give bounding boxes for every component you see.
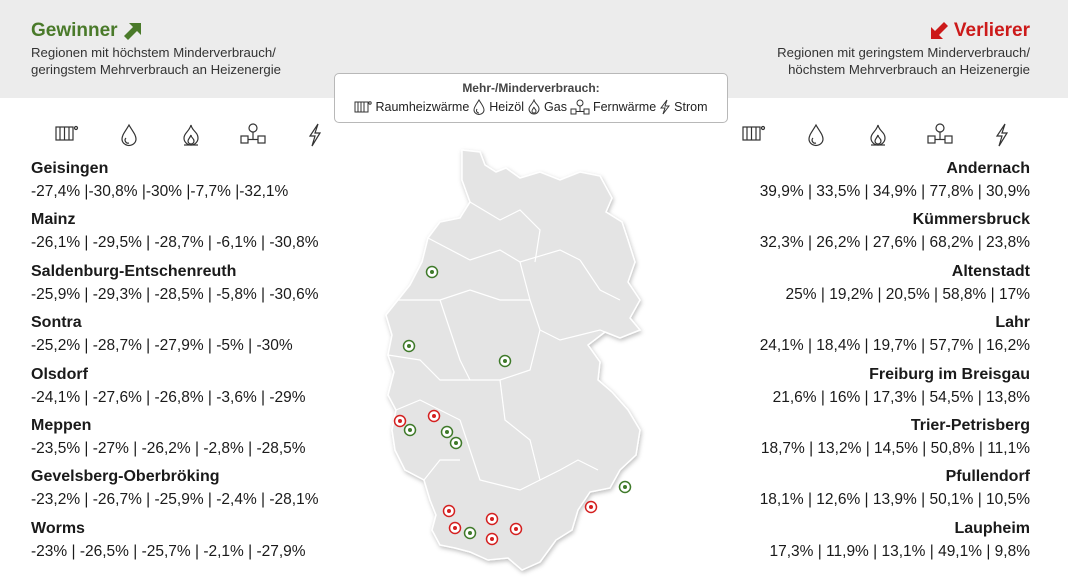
winner-marker bbox=[449, 436, 463, 450]
region-values: -23,2% | -26,7% | -25,9% | -2,4% | -28,1… bbox=[31, 491, 319, 508]
loser-marker bbox=[393, 414, 407, 428]
gas-flame-icon bbox=[183, 124, 199, 146]
region-name: Kümmersbruck bbox=[912, 211, 1030, 228]
list-item: Kümmersbruck 32,3% | 26,2% | 27,6% | 68,2… bbox=[650, 211, 1030, 252]
region-values: 39,9% | 33,5% | 34,9% | 77,8% | 30,9% bbox=[759, 183, 1030, 200]
loser-marker bbox=[584, 500, 598, 514]
region-values: 18,7% | 13,2% | 14,5% | 50,8% | 11,1% bbox=[760, 440, 1030, 457]
icons-row-losers bbox=[723, 123, 1033, 147]
region-name: Meppen bbox=[31, 417, 92, 434]
arrow-down-left-icon bbox=[930, 21, 948, 39]
legend-title: Mehr-/Minderverbrauch: bbox=[462, 81, 600, 95]
legend-label-heizoel: Heizöl bbox=[489, 100, 525, 114]
legend-items: Raumheizwärme Heizöl Gas Fernwärme Strom bbox=[335, 99, 727, 115]
icons-row-winners bbox=[36, 123, 346, 147]
region-name: Saldenburg-Entschenreuth bbox=[31, 263, 237, 280]
oil-drop-icon bbox=[473, 99, 485, 115]
list-item: Laupheim 17,3% | 11,9% | 13,1% | 49,1% | … bbox=[650, 520, 1030, 561]
lightning-icon bbox=[308, 123, 322, 147]
region-name: Gevelsberg-Oberbröking bbox=[31, 468, 220, 485]
district-heating-icon bbox=[927, 123, 953, 144]
region-values: -26,1% | -29,5% | -28,7% | -6,1% | -30,8… bbox=[31, 234, 319, 251]
losers-subtitle: Regionen mit geringstem Minderverbrauch/… bbox=[777, 45, 1030, 77]
winner-marker bbox=[425, 265, 439, 279]
loser-marker bbox=[448, 521, 462, 535]
loser-marker bbox=[485, 512, 499, 526]
losers-title: Verlierer bbox=[929, 20, 1030, 42]
map-markers bbox=[393, 265, 632, 546]
region-name: Geisingen bbox=[31, 160, 109, 177]
region-values: -24,1% | -27,6% | -26,8% | -3,6% | -29% bbox=[31, 389, 306, 406]
region-name: Olsdorf bbox=[31, 366, 88, 383]
winner-marker bbox=[440, 425, 454, 439]
region-values: -23% | -26,5% | -25,7% | -2,1% | -27,9% bbox=[31, 543, 306, 560]
winners-title: Gewinner bbox=[31, 20, 143, 42]
region-values: 21,6% | 16% | 17,3% | 54,5% | 13,8% bbox=[772, 389, 1030, 406]
region-name: Sontra bbox=[31, 314, 82, 331]
region-values: 18,1% | 12,6% | 13,9% | 50,1% | 10,5% bbox=[759, 491, 1030, 508]
winner-marker bbox=[402, 339, 416, 353]
legend-label-fernwaerme: Fernwärme bbox=[592, 100, 657, 114]
loser-marker bbox=[427, 409, 441, 423]
radiator-icon bbox=[742, 125, 766, 141]
radiator-icon bbox=[55, 125, 79, 141]
legend-label-strom: Strom bbox=[674, 100, 708, 114]
germany-map bbox=[385, 149, 642, 571]
region-values: -25,2% | -28,7% | -27,9% | -5% | -30% bbox=[31, 337, 293, 354]
region-values: -23,5% | -27% | -26,2% | -2,8% | -28,5% bbox=[31, 440, 306, 457]
list-item: Mainz -26,1% | -29,5% | -28,7% | -6,1% | … bbox=[31, 211, 411, 252]
list-item: Meppen -23,5% | -27% | -26,2% | -2,8% | -… bbox=[31, 417, 411, 458]
loser-marker bbox=[442, 504, 456, 518]
region-name: Trier-Petrisberg bbox=[910, 417, 1030, 434]
district-heating-icon bbox=[240, 123, 266, 144]
oil-drop-icon bbox=[808, 123, 824, 147]
legend-box: Mehr-/Minderverbrauch: Raumheizwärme Hei… bbox=[334, 73, 728, 123]
region-name: Worms bbox=[31, 520, 85, 537]
state-borders bbox=[387, 201, 621, 491]
region-name: Laupheim bbox=[954, 520, 1030, 537]
germany-outline bbox=[385, 149, 642, 571]
winner-marker bbox=[403, 423, 417, 437]
region-name: Mainz bbox=[31, 211, 76, 228]
list-item: Worms -23% | -26,5% | -25,7% | -2,1% | -2… bbox=[31, 520, 411, 561]
region-name: Pfullendorf bbox=[945, 468, 1030, 485]
winner-marker bbox=[463, 526, 477, 540]
gas-flame-icon bbox=[870, 124, 886, 146]
region-values: 32,3% | 26,2% | 27,6% | 68,2% | 23,8% bbox=[759, 234, 1030, 251]
legend-label-gas: Gas bbox=[544, 100, 567, 114]
arrow-up-right-icon bbox=[123, 22, 141, 40]
list-item: Saldenburg-Entschenreuth -25,9% | -29,3% … bbox=[31, 263, 411, 304]
winner-marker bbox=[498, 354, 512, 368]
region-values: -27,4% |-30,8% |-30% |-7,7% |-32,1% bbox=[31, 183, 289, 200]
region-values: 25% | 19,2% | 20,5% | 58,8% | 17% bbox=[785, 286, 1030, 303]
region-name: Andernach bbox=[946, 160, 1030, 177]
list-item: Pfullendorf 18,1% | 12,6% | 13,9% | 50,1%… bbox=[650, 468, 1030, 509]
gas-flame-icon bbox=[528, 99, 540, 115]
loser-marker bbox=[509, 522, 523, 536]
region-values: 17,3% | 11,9% | 13,1% | 49,1% | 9,8% bbox=[769, 543, 1030, 560]
list-item: Andernach 39,9% | 33,5% | 34,9% | 77,8% |… bbox=[650, 160, 1030, 201]
lightning-icon bbox=[995, 123, 1009, 147]
list-item: Altenstadt 25% | 19,2% | 20,5% | 58,8% | … bbox=[650, 263, 1030, 304]
radiator-icon bbox=[354, 101, 373, 113]
list-item: Olsdorf -24,1% | -27,6% | -26,8% | -3,6% … bbox=[31, 366, 411, 407]
winners-subtitle: Regionen mit höchstem Minderverbrauch/ g… bbox=[31, 45, 281, 77]
region-values: 24,1% | 18,4% | 19,7% | 57,7% | 16,2% bbox=[759, 337, 1030, 354]
list-item: Freiburg im Breisgau 21,6% | 16% | 17,3% … bbox=[650, 366, 1030, 407]
oil-drop-icon bbox=[121, 123, 137, 147]
list-item: Lahr 24,1% | 18,4% | 19,7% | 57,7% | 16,2… bbox=[650, 314, 1030, 355]
district-heating-icon bbox=[570, 99, 590, 115]
winner-marker bbox=[618, 480, 632, 494]
lightning-icon bbox=[660, 99, 671, 115]
list-item: Geisingen -27,4% |-30,8% |-30% |-7,7% |-3… bbox=[31, 160, 411, 201]
region-name: Altenstadt bbox=[951, 263, 1030, 280]
region-name: Freiburg im Breisgau bbox=[869, 366, 1030, 383]
list-item: Trier-Petrisberg 18,7% | 13,2% | 14,5% | … bbox=[650, 417, 1030, 458]
loser-marker bbox=[485, 532, 499, 546]
list-item: Gevelsberg-Oberbröking -23,2% | -26,7% | … bbox=[31, 468, 411, 509]
list-item: Sontra -25,2% | -28,7% | -27,9% | -5% | -… bbox=[31, 314, 411, 355]
legend-label-raumheizwaerme: Raumheizwärme bbox=[375, 100, 470, 114]
region-name: Lahr bbox=[995, 314, 1030, 331]
region-values: -25,9% | -29,3% | -28,5% | -5,8% | -30,6… bbox=[31, 286, 319, 303]
